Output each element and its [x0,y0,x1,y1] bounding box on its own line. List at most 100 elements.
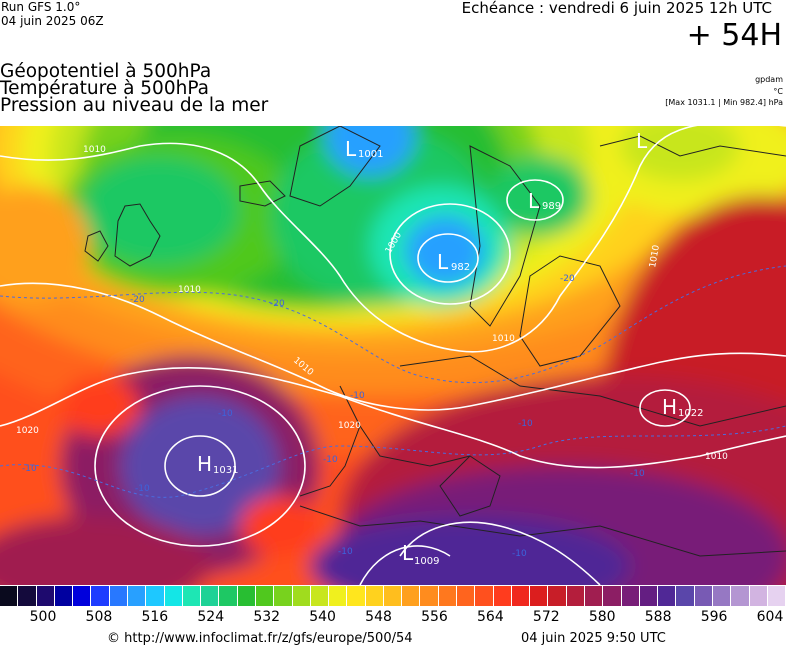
pressure-range: [Max 1031.1 | Min 982.4] hPa [665,98,783,107]
svg-text:L: L [402,541,414,565]
isotherm-label: -10 [518,419,533,429]
colorbar-ticks: 500 508 516 524 532 540 548 556 564 572 580 588 596 6… [0,609,786,627]
colorbar-swatch [475,586,494,606]
colorbar-tick-label: 532 [253,609,281,625]
colorbar-tick-label: 516 [141,609,169,625]
source-link[interactable]: © http://www.infoclimat.fr/z/gfs/europe/… [107,631,413,646]
colorbar-swatch [530,586,549,606]
colorbar-swatch [18,586,37,606]
colorbar-swatch [292,586,311,606]
generated-time: 04 juin 2025 9:50 UTC [521,631,666,646]
isotherm-label: -20 [130,295,145,305]
colorbar-swatch [749,586,768,606]
colorbar-swatch [402,586,421,606]
run-time: 04 juin 2025 06Z [1,14,104,28]
center-l-ne: L [636,129,648,153]
colorbar-tick-label: 524 [197,609,225,625]
center-h-1022: H 1022 [662,395,703,419]
svg-text:L: L [636,129,648,153]
colorbar-swatch [676,586,695,606]
center-h-1031: H 1031 [197,452,238,476]
colorbar-swatch [0,586,19,606]
colorbar-swatch [365,586,384,606]
svg-text:1022: 1022 [678,408,703,419]
colorbar-swatch [54,586,74,606]
svg-text:L: L [345,137,357,161]
coastlines [84,126,786,557]
isobar-label: 1010 [705,452,728,462]
colorbar-swatch [182,586,202,606]
colorbar-swatch [219,586,238,606]
colorbar-swatch [603,586,622,606]
unit-temperature: °C [773,86,783,96]
colorbar-swatch [109,586,128,606]
field-temperature: Température à 500hPa [0,78,209,99]
svg-text:H: H [662,395,677,419]
colorbar-swatch [493,586,512,606]
valid-time: Echéance : vendredi 6 juin 2025 12h UTC [461,0,772,17]
colorbar-swatch [201,586,220,606]
isobar-label: 1020 [16,426,39,436]
weather-map-svg: L 1001 L 989 L 982 H 1031 H 1022 L 1009 L 1010… [0,126,786,585]
colorbar-swatch [91,586,110,606]
colorbar-swatch [310,586,330,606]
svg-text:1009: 1009 [414,556,439,567]
colorbar-swatch [274,586,293,606]
colorbar-swatch [329,586,348,606]
units-legend: gpdam °C [Max 1031.1 | Min 982.4] hPa [665,74,783,109]
colorbar-swatch [237,586,256,606]
isotherms [0,265,786,498]
colorbar-tick-label: 540 [309,609,336,625]
colorbar-swatch [127,586,147,606]
colorbar-swatch [566,586,585,606]
isotherm-label: -10 [350,391,365,401]
weather-map[interactable]: L 1001 L 989 L 982 H 1031 H 1022 L 1009 L 1010… [0,126,786,585]
colorbar-swatch [694,586,713,606]
footer: © http://www.infoclimat.fr/z/gfs/europe/… [0,631,786,647]
run-model: Run GFS 1.0° [1,0,81,14]
colorbar-tick-label: 500 [29,609,57,625]
center-l-982: L 982 [437,250,470,274]
field-pressure: Pression au niveau de la mer [0,95,269,116]
colorbar-swatch [255,586,275,606]
colorbar-swatch [731,586,750,606]
svg-text:1031: 1031 [213,465,238,476]
pressure-center-labels: L 1001 L 989 L 982 H 1031 H 1022 L 1009 L [197,129,703,567]
colorbar-tick-label: 580 [588,609,616,625]
center-l-1009: L 1009 [402,541,439,567]
isobar-label: 1020 [338,421,361,431]
isobar-label: 1010 [178,285,201,295]
isotherm-label: -10 [218,409,233,419]
isotherm-label: -10 [338,547,353,557]
colorbar-swatch [383,586,403,606]
unit-geopotential: gpdam [755,75,783,84]
geopotential-shading [0,126,786,585]
isobar-label: 1010 [83,145,106,155]
isotherm-label: -10 [135,484,150,494]
colorbar-swatch [347,586,366,606]
colorbar-swatch [639,586,659,606]
colorbar-tick-label: 548 [365,609,392,625]
colorbar-swatch [621,586,640,606]
field-titles: Géopotentiel à 500hPa Température à 500h… [0,61,269,116]
svg-text:H: H [197,452,212,476]
lead-time: + 54H [686,18,782,53]
colorbar-swatch [420,586,439,606]
isotherm-label: -10 [630,469,645,479]
field-geopotential: Géopotentiel à 500hPa [0,61,212,82]
colorbar-tick-label: 596 [700,609,728,625]
colorbar-swatch [146,586,165,606]
svg-text:L: L [437,250,449,274]
isotherm-label: -10 [22,464,37,474]
colorbar [0,586,786,606]
colorbar-swatch [585,586,604,606]
colorbar-tick-label: 564 [477,609,504,625]
colorbar-swatch [164,586,183,606]
colorbar-swatch [73,586,92,606]
center-l-989: L 989 [528,189,561,213]
isotherm-label: -20 [270,299,285,309]
colorbar-tick-label: 556 [421,609,448,625]
svg-text:982: 982 [451,262,470,273]
run-info: Run GFS 1.0° 04 juin 2025 06Z [1,0,104,28]
isobar-label: 1010 [648,244,662,269]
